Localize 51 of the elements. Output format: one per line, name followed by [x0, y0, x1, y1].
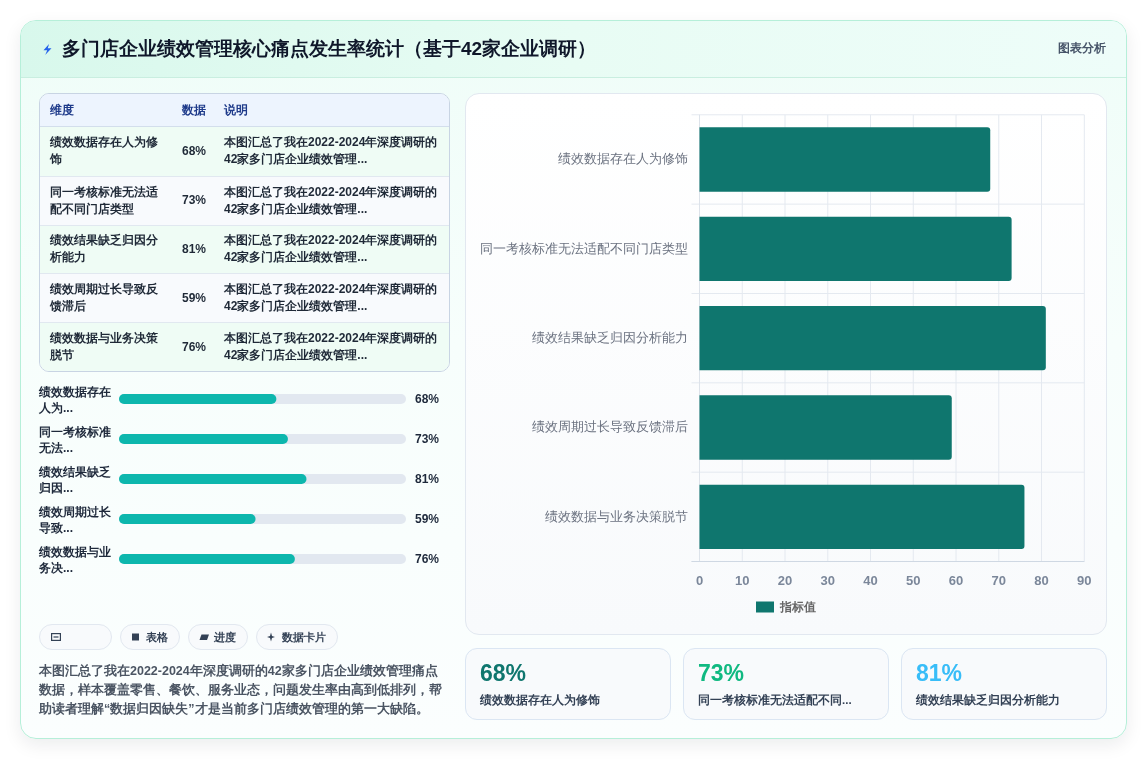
category-label: 同一考核标准无法适配不同... [698, 693, 852, 708]
text: 本图汇总了我在2022-2024年深度调研的42家多门店企业绩效管理... [224, 183, 439, 218]
data-label: 73% [415, 431, 440, 448]
y-tick-label: 同一考核标准无法适配不同门店类型 [480, 240, 688, 256]
x-tick-label: 90 [1077, 572, 1092, 588]
x-tick-label: 10 [735, 572, 750, 588]
x-tick-label: 50 [906, 572, 921, 588]
text: 数据卡片 [256, 624, 338, 650]
text: 68% [182, 143, 207, 158]
text: 本图汇总了我在2022-2024年深度调研的42家多门店企业绩效管理痛点数据，样本覆盖零售、餐饮、服务业态，问题发生率由高到低排列，帮助读者理解“数据归因缺失”才是当前多门店绩效管理的第一大缺陷。 [39, 662, 443, 718]
y-tick-label: 绩效数据存在人为修饰 [558, 152, 688, 167]
y-tick-label: 绩效周期过长导致反馈滞后 [532, 420, 688, 435]
text: 81% [916, 660, 963, 686]
y-tick-label: 绩效数据与业务决策脱节 [545, 509, 688, 524]
x-tick-label: 30 [820, 572, 835, 588]
text: 73% [182, 193, 207, 208]
data-label: 76% [415, 551, 440, 568]
y-tick-label: 绩效数据与业务决... [39, 544, 112, 576]
data-label: 59% [415, 511, 440, 528]
x-tick-label: 80 [1034, 572, 1049, 588]
x-tick-label: 60 [948, 572, 964, 588]
text: 73% [698, 660, 745, 686]
text: 进度 [188, 624, 248, 650]
text: 59% [182, 290, 207, 305]
text: 68% [480, 660, 527, 686]
text: 说明 [224, 102, 248, 119]
text: 本图汇总了我在2022-2024年深度调研的42家多门店企业绩效管理... [224, 281, 439, 316]
category-label: 绩效结果缺乏归因分析能力 [916, 692, 1060, 708]
x-tick-label: 40 [863, 572, 878, 588]
text: 本图汇总了我在2022-2024年深度调研的42家多门店企业绩效管理... [224, 232, 439, 267]
y-tick-label: 同一考核标准无法... [39, 424, 112, 456]
text: 本图汇总了我在2022-2024年深度调研的42家多门店企业绩效管理... [224, 330, 439, 365]
y-tick-label: 绩效结果缺乏归因分析能力 [532, 331, 688, 346]
legend-label: 指标值 [779, 600, 816, 614]
x-tick-label: 70 [991, 572, 1007, 588]
text: 维度 [50, 102, 74, 119]
data-label: 68% [415, 391, 440, 408]
x-tick-label: 0 [695, 572, 704, 588]
y-tick-label: 绩效数据存在人为... [39, 384, 112, 416]
data-label: 81% [415, 471, 440, 488]
y-tick-label: 绩效周期过长导致... [39, 504, 112, 536]
text: 76% [182, 339, 207, 354]
text: 表格 [120, 624, 180, 650]
text: 图表分析 [1058, 40, 1106, 57]
text: 数据 [182, 102, 206, 119]
text: 多门店企业绩效管理核心痛点发生率统计（基于42家企业调研） [62, 37, 597, 61]
y-tick-label: 绩效结果缺乏归因... [39, 464, 112, 496]
text: 81% [182, 241, 207, 256]
x-tick-label: 20 [777, 572, 793, 588]
text: 本图汇总了我在2022-2024年深度调研的42家多门店企业绩效管理... [224, 134, 439, 169]
category-label: 绩效数据存在人为修饰 [480, 693, 600, 708]
